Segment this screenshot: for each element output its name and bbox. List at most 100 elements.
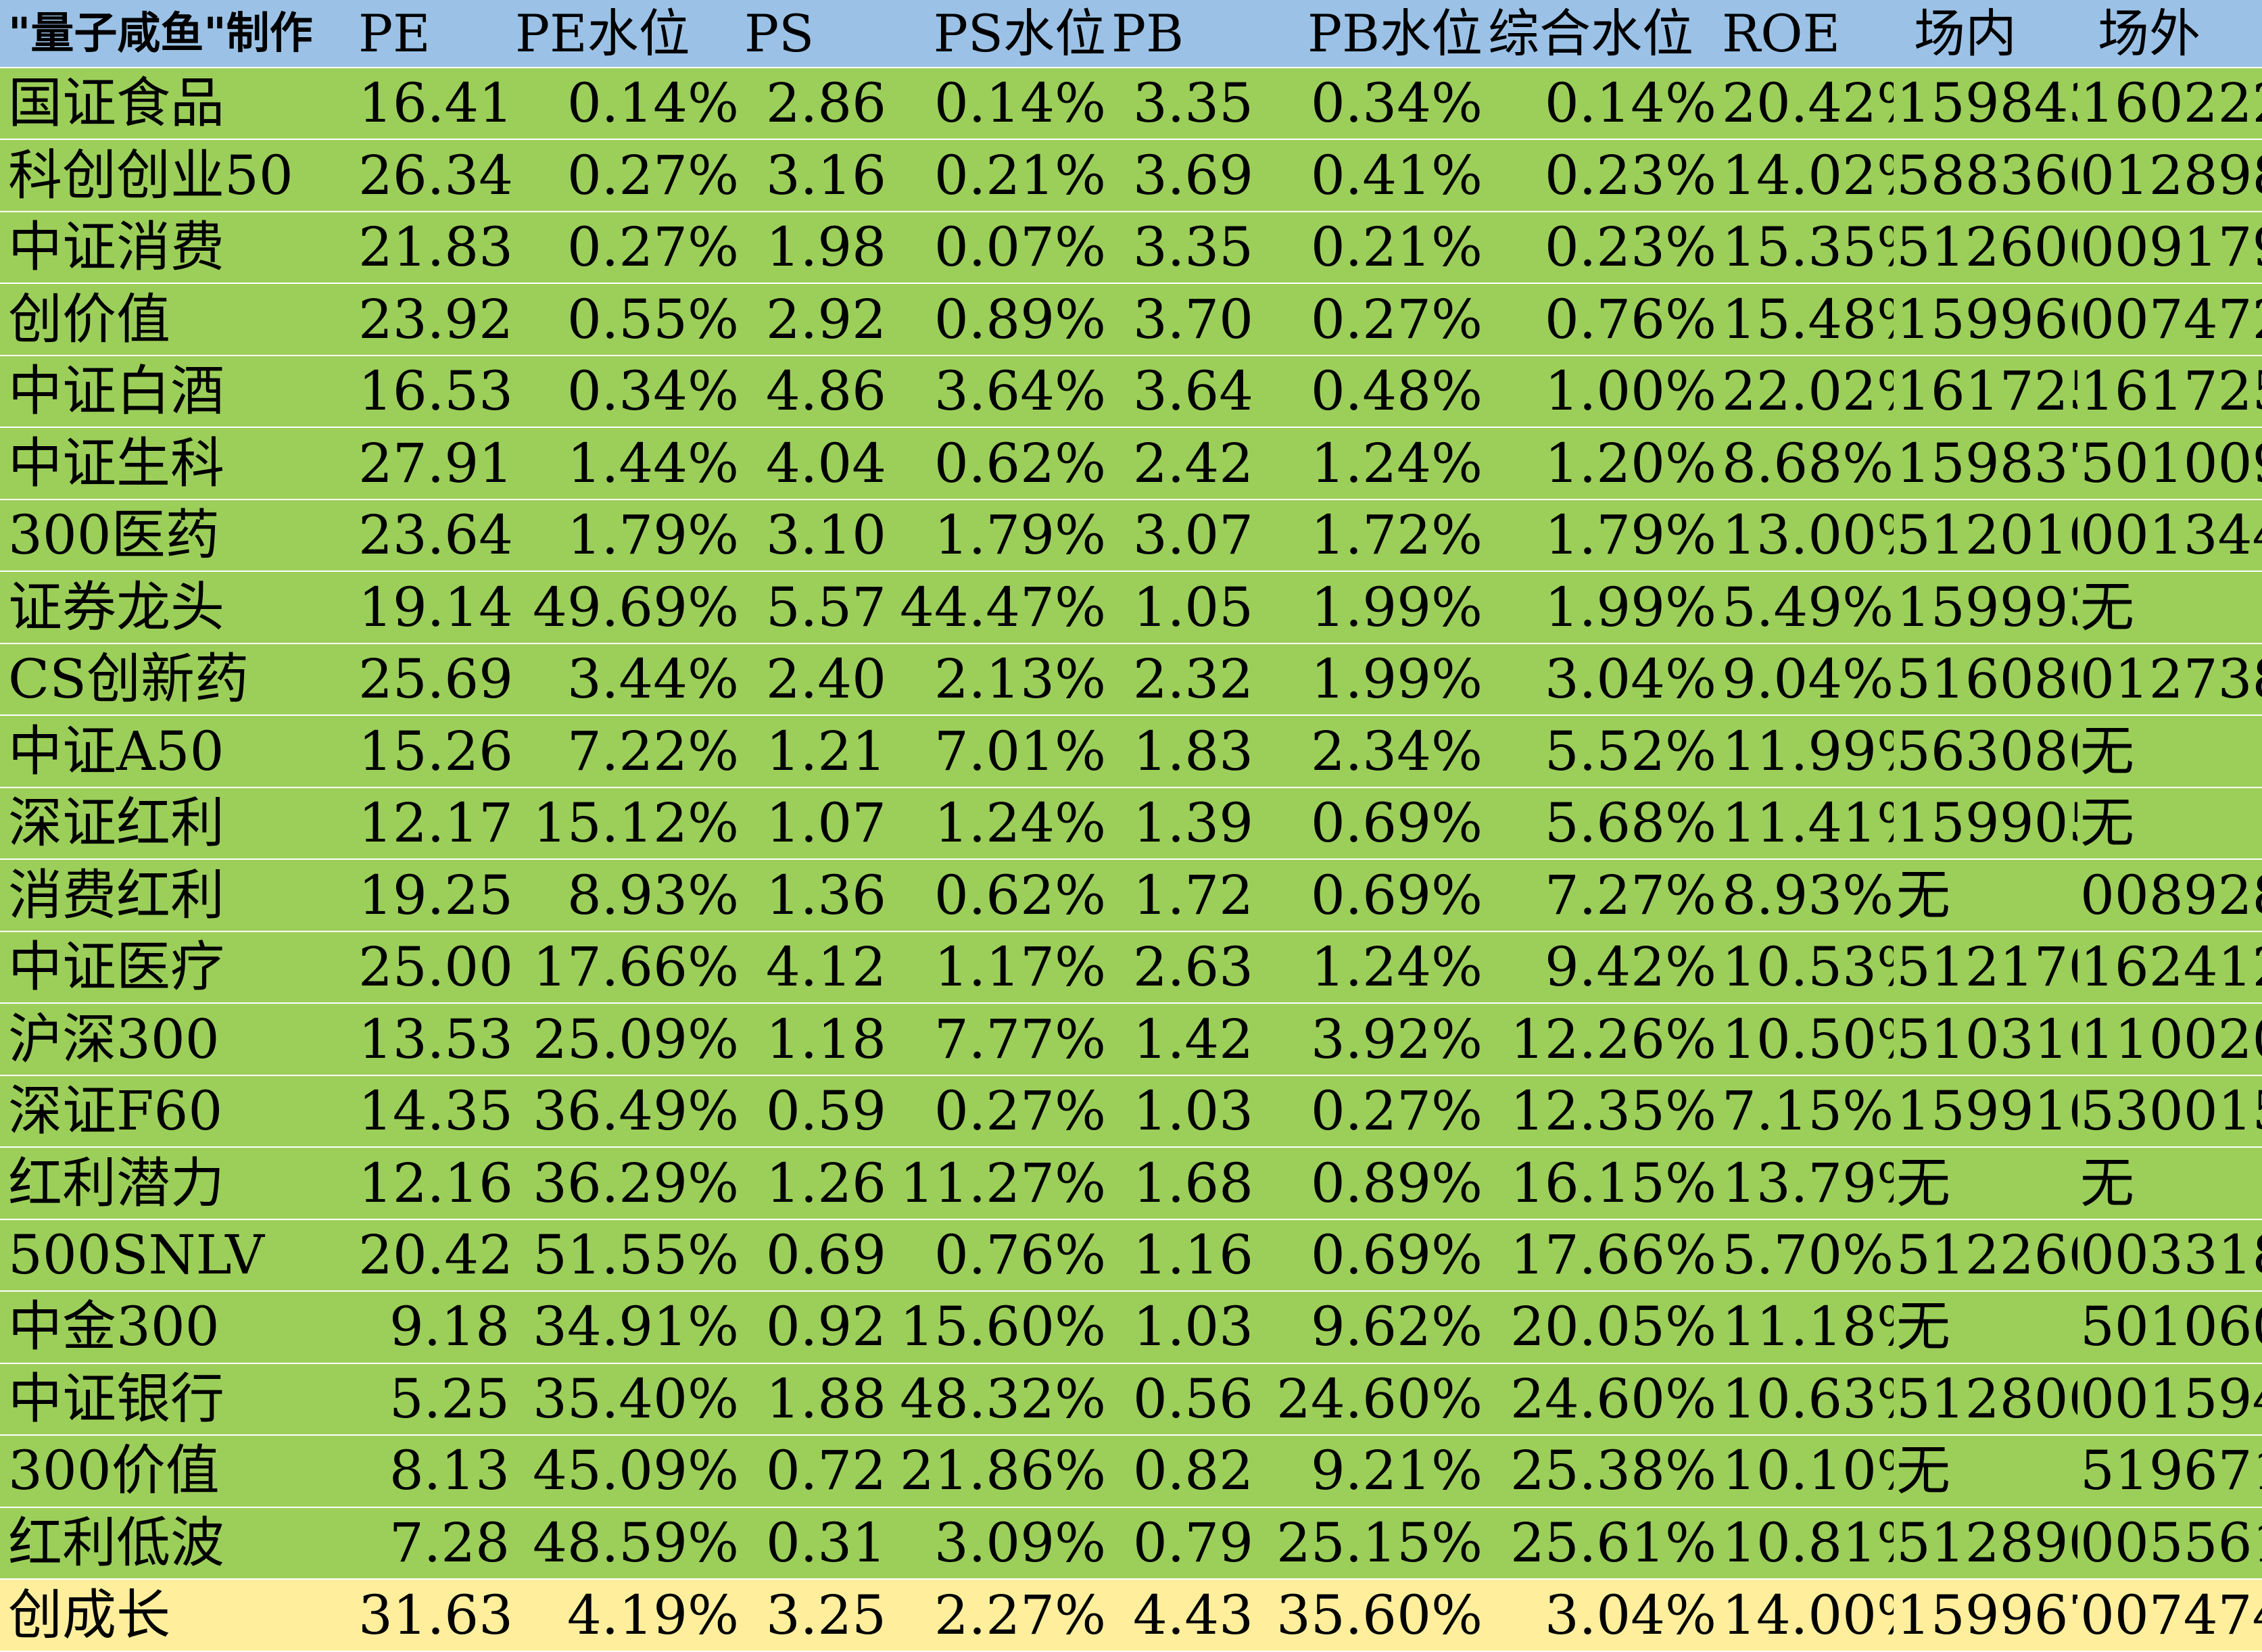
index-name: 中证银行: [0, 1363, 356, 1436]
pe-cell: 19.25: [356, 859, 512, 932]
pe-level-cell: 51.55%: [512, 1219, 742, 1292]
offsite-code-cell: 无: [2077, 1147, 2262, 1220]
ps-cell: 0.59: [742, 1075, 889, 1148]
ps-level-cell: 0.14%: [889, 68, 1109, 141]
pb-level-cell: 1.99%: [1256, 571, 1485, 644]
overall-level-cell: 0.14%: [1485, 68, 1719, 141]
pb-cell: 0.82: [1109, 1435, 1256, 1508]
pb-cell: 1.03: [1109, 1291, 1256, 1364]
offsite-code-cell: 501060: [2077, 1291, 2262, 1364]
pb-cell: 1.42: [1109, 1003, 1256, 1076]
roe-cell: 14.02%: [1719, 139, 1894, 212]
pe-level-cell: 3.44%: [512, 643, 742, 716]
pe-cell: 27.91: [356, 427, 512, 500]
pb-cell: 1.05: [1109, 571, 1256, 644]
table-row: 300医药 23.64 1.79% 3.10 1.79% 3.07 1.72% 1.79% 13…: [0, 499, 2262, 573]
pe-level-cell: 34.91%: [512, 1291, 742, 1364]
header-ps: PS: [742, 0, 889, 68]
onsite-code-cell: 159837: [1894, 427, 2077, 500]
overall-level-cell: 12.26%: [1485, 1003, 1719, 1076]
overall-level-cell: 3.04%: [1485, 643, 1719, 716]
ps-level-cell: 0.27%: [889, 1075, 1109, 1148]
pe-level-cell: 0.27%: [512, 211, 742, 285]
ps-level-cell: 0.07%: [889, 211, 1109, 285]
overall-level-cell: 1.20%: [1485, 427, 1719, 500]
pe-level-cell: 45.09%: [512, 1435, 742, 1508]
ps-cell: 0.69: [742, 1219, 889, 1292]
overall-level-cell: 0.76%: [1485, 283, 1719, 356]
ps-level-cell: 0.89%: [889, 283, 1109, 356]
pb-cell: 3.69: [1109, 139, 1256, 212]
header-pe-level: PE水位: [512, 0, 742, 68]
pb-cell: 2.42: [1109, 427, 1256, 500]
offsite-code-cell: 无: [2077, 787, 2262, 860]
offsite-code-cell: 160222: [2077, 68, 2262, 141]
pb-level-cell: 0.89%: [1256, 1147, 1485, 1220]
roe-cell: 9.04%: [1719, 643, 1894, 716]
ps-cell: 0.92: [742, 1291, 889, 1364]
index-name: 300价值: [0, 1435, 356, 1508]
pe-cell: 16.41: [356, 68, 512, 141]
pb-level-cell: 0.27%: [1256, 283, 1485, 356]
overall-level-cell: 1.99%: [1485, 571, 1719, 644]
ps-cell: 1.18: [742, 1003, 889, 1076]
pb-level-cell: 35.60%: [1256, 1579, 1485, 1652]
ps-level-cell: 3.09%: [889, 1507, 1109, 1580]
roe-cell: 22.02%: [1719, 355, 1894, 429]
roe-cell: 13.00%: [1719, 499, 1894, 573]
overall-level-cell: 1.00%: [1485, 355, 1719, 429]
onsite-code-cell: 无: [1894, 1435, 2077, 1508]
pe-level-cell: 0.14%: [512, 68, 742, 141]
pe-level-cell: 36.29%: [512, 1147, 742, 1220]
header-offsite: 场外: [2077, 0, 2262, 68]
table-row-highlighted: 创成长 31.63 4.19% 3.25 2.27% 4.43 35.60% 3.04% 14.…: [0, 1579, 2262, 1652]
onsite-code-cell: 159916: [1894, 1075, 2077, 1148]
table-row: 中证医疗 25.00 17.66% 4.12 1.17% 2.63 1.24% 9.42% 10…: [0, 931, 2262, 1004]
index-name: 中证A50: [0, 715, 356, 788]
roe-cell: 15.35%: [1719, 211, 1894, 285]
pe-cell: 13.53: [356, 1003, 512, 1076]
pb-level-cell: 3.92%: [1256, 1003, 1485, 1076]
overall-level-cell: 24.60%: [1485, 1363, 1719, 1436]
onsite-code-cell: 510310: [1894, 1003, 2077, 1076]
table-row: 中证银行 5.25 35.40% 1.88 48.32% 0.56 24.60% 24.60%…: [0, 1363, 2262, 1436]
roe-cell: 11.41%: [1719, 787, 1894, 860]
offsite-code-cell: 501009: [2077, 427, 2262, 500]
pe-level-cell: 4.19%: [512, 1579, 742, 1652]
pe-level-cell: 0.27%: [512, 139, 742, 212]
offsite-code-cell: 001344: [2077, 499, 2262, 573]
ps-cell: 0.31: [742, 1507, 889, 1580]
ps-cell: 0.72: [742, 1435, 889, 1508]
pb-level-cell: 1.24%: [1256, 931, 1485, 1004]
pe-cell: 26.34: [356, 139, 512, 212]
offsite-code-cell: 001594: [2077, 1363, 2262, 1436]
pb-level-cell: 25.15%: [1256, 1507, 1485, 1580]
pe-level-cell: 36.49%: [512, 1075, 742, 1148]
pe-level-cell: 1.79%: [512, 499, 742, 573]
pe-cell: 9.18: [356, 1291, 512, 1364]
ps-cell: 2.40: [742, 643, 889, 716]
pe-cell: 21.83: [356, 211, 512, 285]
offsite-code-cell: 无: [2077, 571, 2262, 644]
index-name: 科创创业50: [0, 139, 356, 212]
offsite-code-cell: 161725: [2077, 355, 2262, 429]
ps-level-cell: 21.86%: [889, 1435, 1109, 1508]
pb-level-cell: 1.72%: [1256, 499, 1485, 573]
pb-cell: 1.68: [1109, 1147, 1256, 1220]
header-ps-level: PS水位: [889, 0, 1109, 68]
onsite-code-cell: 159967: [1894, 1579, 2077, 1652]
ps-level-cell: 0.21%: [889, 139, 1109, 212]
ps-level-cell: 2.13%: [889, 643, 1109, 716]
ps-level-cell: 2.27%: [889, 1579, 1109, 1652]
pb-level-cell: 9.62%: [1256, 1291, 1485, 1364]
index-name: 证券龙头: [0, 571, 356, 644]
table-row: 消费红利 19.25 8.93% 1.36 0.62% 1.72 0.69% 7.27% 8.9…: [0, 859, 2262, 932]
pe-cell: 25.00: [356, 931, 512, 1004]
table-row: 深证F60 14.35 36.49% 0.59 0.27% 1.03 0.27% 12.35%…: [0, 1075, 2262, 1148]
pb-level-cell: 24.60%: [1256, 1363, 1485, 1436]
ps-cell: 4.12: [742, 931, 889, 1004]
offsite-code-cell: 003318: [2077, 1219, 2262, 1292]
overall-level-cell: 1.79%: [1485, 499, 1719, 573]
